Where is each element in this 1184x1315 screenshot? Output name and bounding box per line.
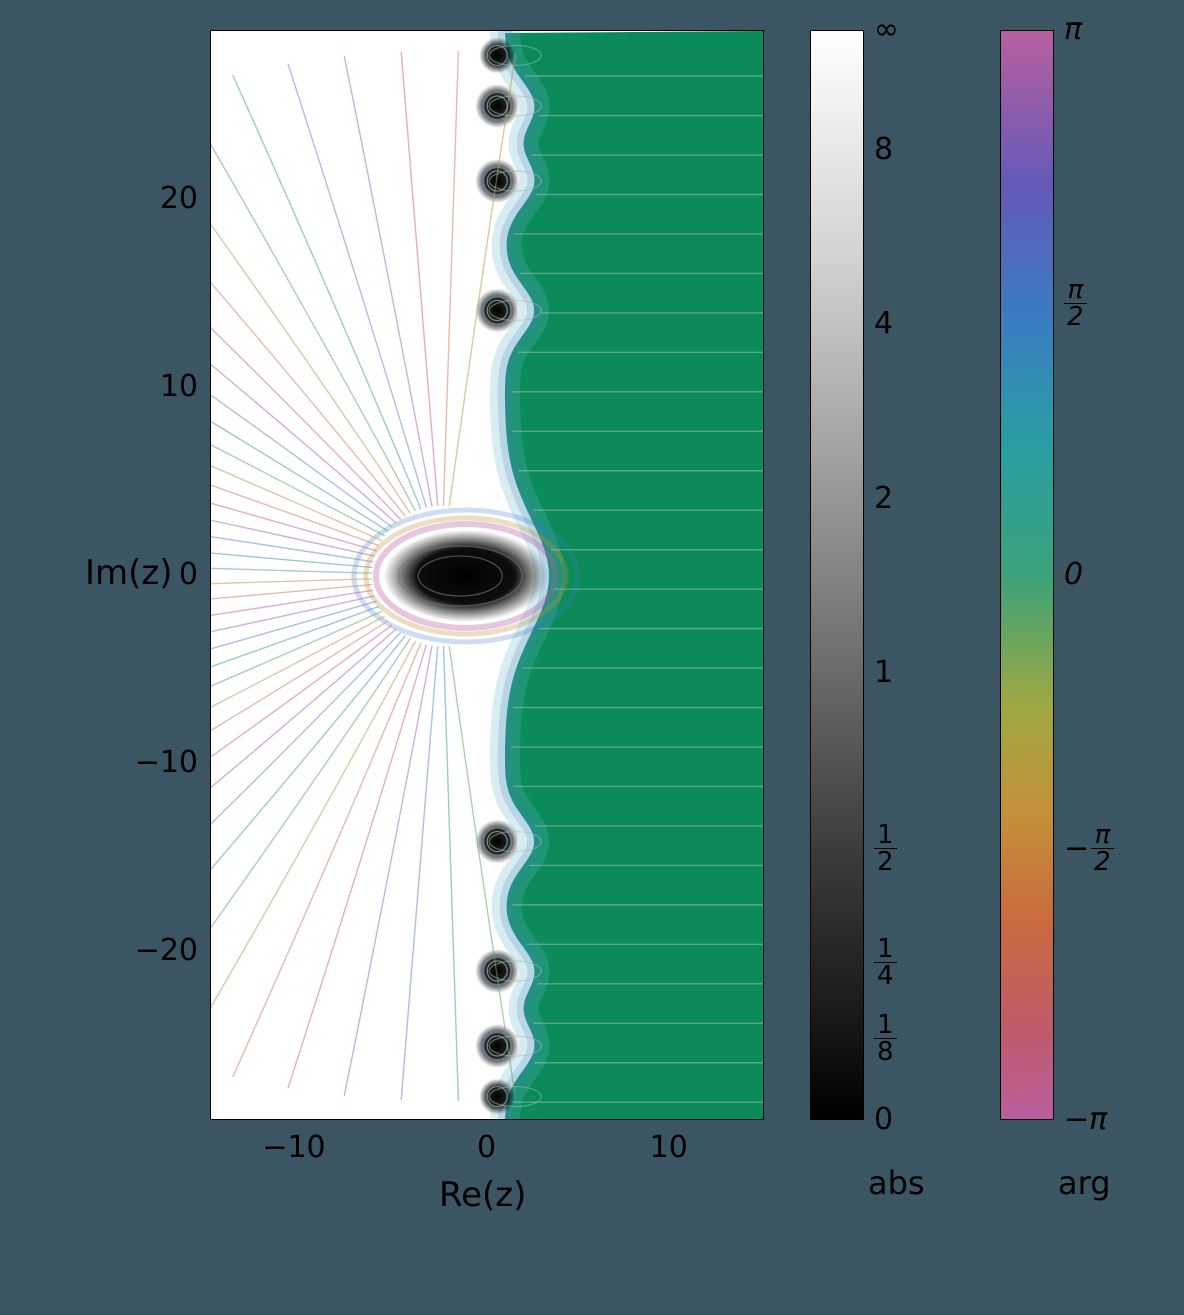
abs-tick: 1 xyxy=(874,655,893,690)
arg-tick: 0 xyxy=(1064,557,1083,592)
y-tick: 10 xyxy=(160,369,198,404)
abs-tick: 8 xyxy=(874,132,893,167)
abs-colorbar-label: abs xyxy=(868,1164,925,1202)
arg-tick: π2 xyxy=(1064,277,1087,330)
figure: Im(z) Re(z) −10010 −20−1001020 018141212… xyxy=(0,0,1184,1315)
arg-tick: π xyxy=(1064,12,1082,47)
abs-tick: 2 xyxy=(874,481,893,516)
abs-tick: 14 xyxy=(874,936,897,989)
y-tick: 0 xyxy=(179,557,198,592)
x-tick: 10 xyxy=(650,1130,688,1165)
abs-tick: 0 xyxy=(874,1102,893,1137)
x-axis-label: Re(z) xyxy=(439,1175,526,1215)
y-tick: −10 xyxy=(135,745,198,780)
arg-tick: −π2 xyxy=(1064,822,1114,875)
y-axis-label: Im(z) xyxy=(85,553,173,593)
abs-tick: 12 xyxy=(874,822,897,875)
y-tick: 20 xyxy=(160,181,198,216)
plot-svg xyxy=(211,31,764,1120)
abs-tick: ∞ xyxy=(874,12,899,47)
abs-tick: 4 xyxy=(874,306,893,341)
abs-tick: 18 xyxy=(874,1012,897,1065)
x-tick: 0 xyxy=(477,1130,496,1165)
arg-colorbar xyxy=(1000,30,1054,1120)
arg-tick: −π xyxy=(1064,1102,1107,1137)
abs-colorbar xyxy=(810,30,864,1120)
domain-coloring-plot xyxy=(210,30,764,1120)
x-tick: −10 xyxy=(262,1130,325,1165)
arg-colorbar-label: arg xyxy=(1058,1164,1111,1202)
y-tick: −20 xyxy=(135,933,198,968)
